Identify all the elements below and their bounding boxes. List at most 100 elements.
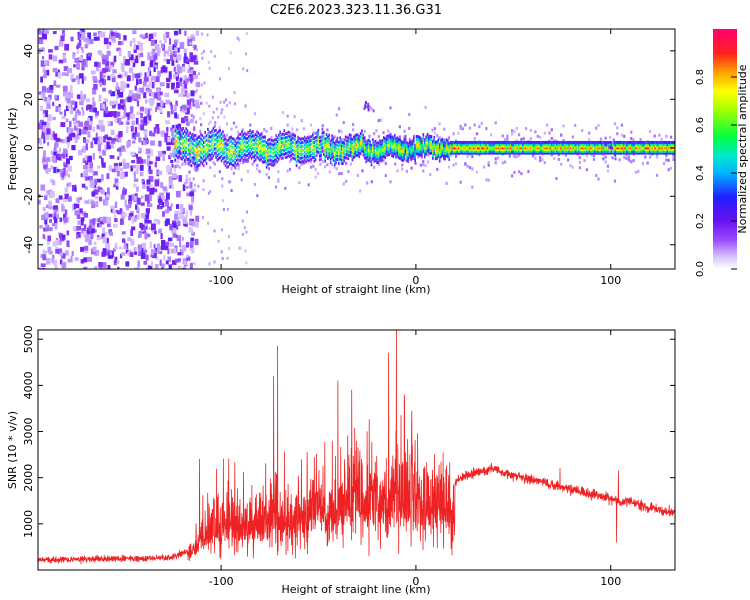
spectrogram-cell bbox=[564, 153, 567, 157]
spectrogram-cell bbox=[62, 85, 68, 92]
spectrogram-cell bbox=[96, 178, 102, 183]
spectrogram-cell bbox=[168, 176, 171, 183]
spectrogram-cell bbox=[603, 144, 606, 148]
spectrogram-cell bbox=[655, 155, 659, 159]
spectrogram-cell bbox=[102, 199, 106, 206]
spectrogram-cell bbox=[546, 148, 549, 152]
spectrogram-cell bbox=[454, 162, 458, 166]
spectrogram-cell bbox=[74, 211, 80, 215]
spectrogram-cell bbox=[359, 138, 362, 142]
spectrogram-cell bbox=[310, 146, 313, 150]
spectrogram-cell bbox=[445, 138, 448, 142]
spectrogram-cell bbox=[195, 215, 200, 222]
spectrogram-cell bbox=[243, 157, 246, 161]
spectrogram-cell bbox=[498, 144, 501, 148]
spectrogram-cell bbox=[408, 138, 411, 142]
spectrogram-cell bbox=[594, 148, 596, 152]
spectrogram-cell bbox=[487, 148, 490, 152]
spectrogram-cell bbox=[415, 146, 418, 150]
spectrogram-cell bbox=[552, 146, 554, 150]
spectrogram-cell bbox=[118, 162, 123, 167]
spectrogram-cell bbox=[597, 123, 600, 127]
spectrogram-cell bbox=[44, 60, 48, 65]
spectrogram-cell bbox=[307, 144, 310, 148]
spectrogram-cell bbox=[443, 127, 446, 131]
spectrogram-cell bbox=[163, 33, 167, 41]
spectrogram-cell bbox=[418, 138, 421, 142]
spectrogram-cell bbox=[302, 137, 305, 141]
spectrogram-cell bbox=[363, 142, 366, 146]
spectrogram-cell bbox=[258, 154, 261, 158]
spectrogram-cell bbox=[487, 142, 490, 146]
spectrogram-cell bbox=[633, 140, 636, 144]
spectrogram-cell bbox=[346, 146, 348, 150]
spectrogram-cell bbox=[366, 145, 369, 149]
spectrogram-cell bbox=[648, 130, 652, 134]
spectrogram-cell bbox=[141, 171, 144, 177]
spectrogram-cell bbox=[611, 156, 614, 160]
spectrogram-cell bbox=[196, 137, 198, 141]
spectrogram-cell bbox=[87, 52, 93, 57]
spectrogram-cell bbox=[64, 209, 68, 216]
spectrogram-cell bbox=[478, 140, 481, 144]
spectrogram-cell bbox=[173, 104, 177, 112]
spectrogram-cell bbox=[381, 139, 384, 143]
spectrogram-cell bbox=[234, 157, 236, 161]
spectrogram-cell bbox=[442, 157, 445, 161]
spectrogram-cell bbox=[67, 196, 72, 202]
spectrogram-cell bbox=[472, 148, 475, 152]
spectrogram-feature-cell bbox=[364, 101, 367, 105]
spectrogram-cell bbox=[426, 160, 430, 164]
spectrogram-cell bbox=[605, 148, 607, 152]
spectrogram-cell bbox=[142, 180, 145, 186]
spectrogram-cell bbox=[78, 121, 83, 127]
spectrogram-cell bbox=[76, 120, 80, 124]
spectrogram-cell bbox=[587, 151, 590, 155]
spectrogram-cell bbox=[472, 149, 475, 153]
spectrogram-cell bbox=[144, 232, 148, 240]
spectrogram-cell bbox=[639, 149, 641, 153]
spectrogram-cell bbox=[132, 217, 137, 222]
spectrogram-cell bbox=[546, 142, 549, 146]
spectrogram-cell bbox=[83, 138, 86, 143]
spectrogram-cell bbox=[44, 135, 50, 141]
spectrogram-cell bbox=[376, 154, 378, 158]
spectrogram-cell bbox=[667, 168, 670, 172]
spectrogram-cell bbox=[181, 133, 183, 137]
spectrogram-cell bbox=[114, 218, 118, 223]
spectrogram-cell bbox=[625, 149, 628, 153]
spectrogram-cell bbox=[109, 64, 113, 70]
spectrogram-cell bbox=[145, 208, 150, 214]
spectrogram-cell bbox=[66, 230, 70, 236]
spectrogram-cell bbox=[305, 160, 307, 164]
spectrogram-cell bbox=[276, 140, 279, 144]
spectrogram-cell bbox=[588, 142, 591, 146]
spectrogram-cell bbox=[399, 138, 401, 142]
spectrogram-cell bbox=[276, 148, 279, 152]
spectrogram-cell bbox=[216, 149, 219, 153]
spectrogram-cell bbox=[48, 94, 52, 100]
spectrogram-cell bbox=[144, 219, 150, 223]
spectrogram-cell bbox=[156, 102, 161, 109]
spectrogram-cell bbox=[453, 144, 456, 148]
spectrogram-cell bbox=[612, 146, 614, 150]
spectrogram-cell bbox=[527, 151, 530, 155]
spectrogram-cell bbox=[509, 144, 512, 148]
spectrogram-cell bbox=[631, 146, 633, 150]
spectrogram-cell bbox=[669, 151, 671, 155]
spectrogram-cell bbox=[197, 163, 200, 167]
spectrogram-cell bbox=[571, 142, 573, 146]
spectrogram-cell bbox=[562, 139, 565, 143]
spectrogram-cell bbox=[382, 148, 385, 152]
spectrogram-cell bbox=[648, 151, 651, 155]
spectrogram-cell bbox=[440, 149, 442, 153]
spectrogram-cell bbox=[138, 158, 144, 164]
spectrogram-cell bbox=[131, 241, 135, 245]
spectrogram-cell bbox=[209, 153, 212, 157]
spectrogram-cell bbox=[599, 151, 602, 155]
spectrogram-cell bbox=[422, 160, 425, 164]
spectrogram-cell bbox=[627, 149, 629, 153]
spectrogram-cell bbox=[470, 148, 472, 152]
spectrogram-cell bbox=[381, 148, 384, 152]
spectrogram-cell bbox=[83, 212, 89, 218]
